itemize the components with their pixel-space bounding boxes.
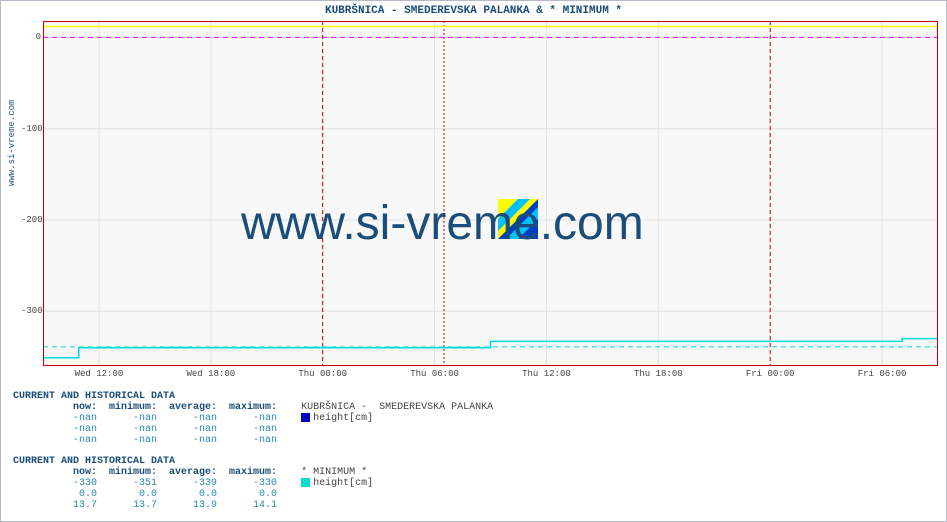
x-tick-label: Thu 18:00: [634, 369, 683, 379]
y-tick-label: 0: [21, 32, 41, 42]
y-tick-label: -200: [21, 215, 41, 225]
data-row: 0.0 0.0 0.0 0.0: [13, 489, 373, 500]
legend-swatch: [301, 413, 310, 422]
x-tick-label: Thu 06:00: [410, 369, 459, 379]
y-tick-label: -300: [21, 306, 41, 316]
chart-title: KUBRŠNICA - SMEDEREVSKA PALANKA & * MINI…: [1, 1, 946, 19]
x-tick-label: Thu 12:00: [522, 369, 571, 379]
data-row: -nan -nan -nan -nan height[cm]: [13, 413, 493, 424]
x-tick-label: Fri 06:00: [858, 369, 907, 379]
x-tick-label: Wed 12:00: [75, 369, 124, 379]
legend-swatch: [301, 478, 310, 487]
chart-svg: [43, 21, 938, 366]
plot-area: [43, 21, 938, 366]
table-header: CURRENT AND HISTORICAL DATA: [13, 456, 373, 467]
data-row: -nan -nan -nan -nan: [13, 435, 493, 446]
x-tick-label: Wed 18:00: [187, 369, 236, 379]
data-row: -nan -nan -nan -nan: [13, 424, 493, 435]
y-tick-label: -100: [21, 124, 41, 134]
data-table-2: CURRENT AND HISTORICAL DATA now: minimum…: [13, 456, 373, 511]
y-axis-label: www.si-vreme.com: [7, 100, 17, 186]
data-row: 13.7 13.7 13.9 14.1: [13, 500, 373, 511]
data-table-1: CURRENT AND HISTORICAL DATA now: minimum…: [13, 391, 493, 446]
x-tick-label: Fri 00:00: [746, 369, 795, 379]
x-tick-label: Thu 00:00: [298, 369, 347, 379]
data-row: -330 -351 -339 -330 height[cm]: [13, 478, 373, 489]
table-header: CURRENT AND HISTORICAL DATA: [13, 391, 493, 402]
